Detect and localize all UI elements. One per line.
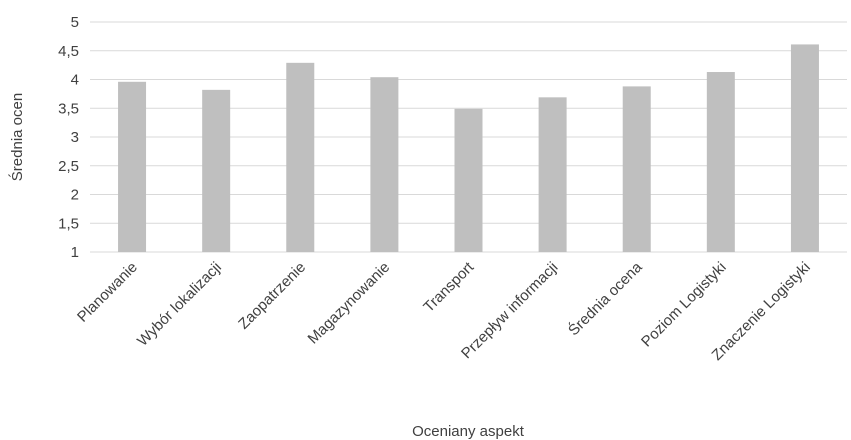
y-tick-label: 3 <box>71 129 79 146</box>
bar <box>454 108 483 252</box>
x-tick-label: Wybór lokalizacji <box>134 259 225 350</box>
bar <box>538 97 567 252</box>
x-tick-label: Planowanie <box>74 259 141 326</box>
x-axis-title: Oceniany aspekt <box>412 423 525 440</box>
bar <box>790 44 819 252</box>
x-tick-label: Średnia ocena <box>564 258 646 340</box>
y-tick-label: 1,5 <box>58 215 79 232</box>
y-tick-label: 2 <box>71 187 79 204</box>
y-tick-label: 3,5 <box>58 100 79 117</box>
bar <box>118 81 147 252</box>
bar <box>370 77 399 252</box>
bar <box>706 72 735 253</box>
y-tick-label: 4 <box>71 72 79 89</box>
x-tick-label: Magazynowanie <box>305 259 394 348</box>
y-tick-label: 2,5 <box>58 158 79 175</box>
bars <box>118 44 819 253</box>
bar <box>286 62 315 253</box>
y-axis-ticks: 1 1,5 2 2,5 3 3,5 4 4,5 5 <box>58 14 79 261</box>
x-tick-label: Poziom Logistyki <box>638 259 730 351</box>
y-axis-title: Średnia ocen <box>8 93 26 181</box>
bar <box>202 89 231 252</box>
bar <box>622 86 651 253</box>
y-tick-label: 5 <box>71 14 79 31</box>
x-tick-label: Transport <box>420 258 478 316</box>
x-tick-label: Zaopatrzenie <box>235 259 309 333</box>
y-tick-label: 1 <box>71 244 79 261</box>
y-tick-label: 4,5 <box>58 43 79 60</box>
